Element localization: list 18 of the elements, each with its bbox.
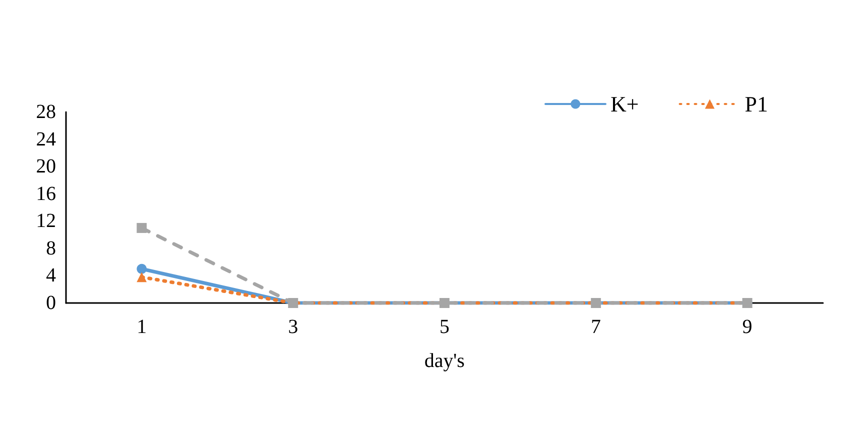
x-tick-label: 5 [440, 316, 450, 338]
y-tick-label: 0 [46, 292, 56, 314]
legend-label: K+ [610, 92, 639, 116]
y-tick-label: 20 [36, 156, 56, 178]
y-tick-label: 4 [46, 264, 56, 287]
x-tick-label: 3 [288, 316, 298, 338]
x-tick-label: 7 [590, 316, 601, 338]
point [136, 264, 147, 274]
x-axis-title: day's [424, 350, 465, 372]
legend-label: P1 [744, 92, 768, 116]
x-tick-label: 1 [136, 316, 147, 338]
y-tick-label: 28 [36, 101, 56, 123]
y-tick-label: 8 [46, 237, 56, 260]
y-tick-label: 24 [36, 128, 56, 150]
y-tick-label: 16 [36, 182, 56, 205]
point [136, 222, 147, 233]
y-tick-label: 12 [36, 210, 56, 232]
x-tick-label: 9 [742, 316, 752, 338]
